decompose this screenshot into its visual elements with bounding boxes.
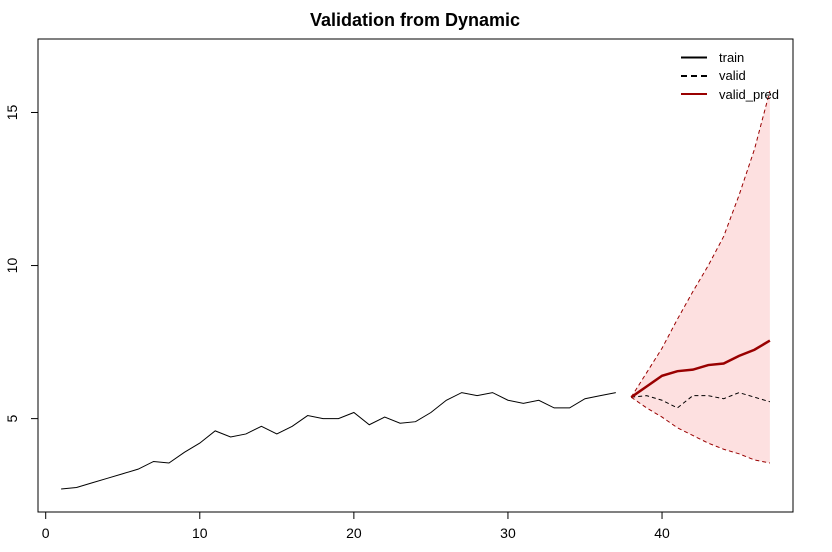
plot-border xyxy=(37,38,794,513)
legend: train valid valid_pred xyxy=(681,50,779,102)
band-fill xyxy=(631,91,770,464)
x-axis: 0 10 20 30 40 xyxy=(42,511,670,541)
y-tick-label: 10 xyxy=(4,258,20,274)
x-tick-label: 30 xyxy=(500,525,516,541)
series-line-train xyxy=(61,392,616,490)
series-layer xyxy=(61,339,771,490)
series-line-valid-pred xyxy=(630,339,771,399)
x-tick-label: 10 xyxy=(192,525,208,541)
prediction-interval-band xyxy=(630,90,771,464)
y-tick-label: 15 xyxy=(4,104,20,120)
chart-title: Validation from Dynamic xyxy=(310,10,520,30)
plot-area xyxy=(61,90,771,490)
series-line-valid xyxy=(631,392,771,409)
x-tick-label: 40 xyxy=(654,525,670,541)
y-axis: 5 10 15 xyxy=(4,104,39,423)
legend-label-train: train xyxy=(719,50,744,65)
x-tick-label: 20 xyxy=(346,525,362,541)
legend-label-valid-pred: valid_pred xyxy=(719,87,779,102)
x-tick-label: 0 xyxy=(42,525,50,541)
y-tick-label: 5 xyxy=(4,415,20,423)
legend-label-valid: valid xyxy=(719,68,746,83)
band-upper-line xyxy=(630,90,771,398)
